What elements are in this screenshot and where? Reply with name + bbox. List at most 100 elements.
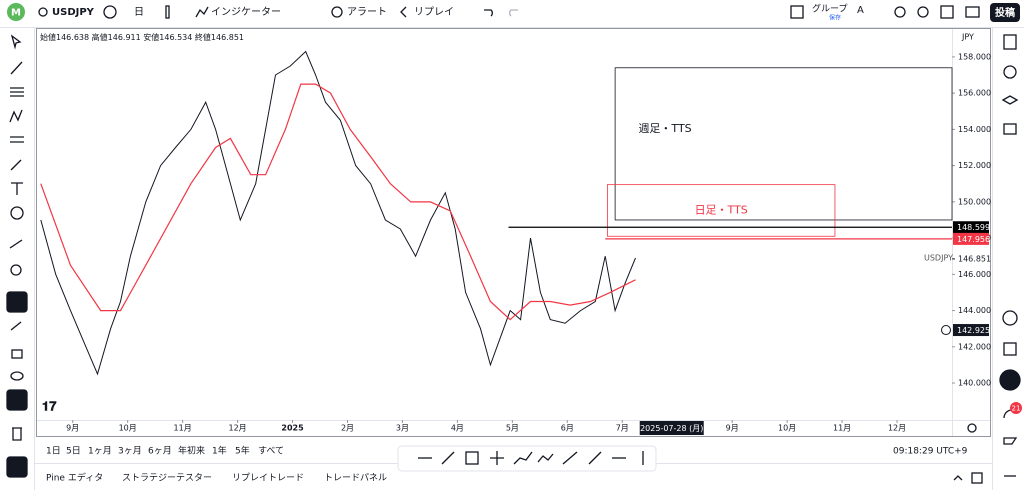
- level-label: 147.956: [957, 235, 990, 244]
- apps-icon[interactable]: [999, 369, 1021, 391]
- zone-label: 日足・TTS: [695, 203, 748, 216]
- last-price-value: 146.851: [958, 254, 991, 263]
- ohlc-legend: 始値146.638 高値146.911 安値146.534 終値146.851: [40, 32, 244, 42]
- redo-icon[interactable]: [509, 9, 518, 17]
- alerts-icon[interactable]: [1003, 65, 1017, 79]
- undo-icon[interactable]: [484, 9, 493, 17]
- x-tick-label: 10月: [119, 424, 137, 433]
- avatar[interactable]: [7, 3, 25, 21]
- range-buttons: 1日 5日 1ヶ月 3ヶ月 6ヶ月 年初来 1年 5年 すべて: [46, 445, 284, 457]
- crosshair-tag: [953, 324, 989, 337]
- range-button[interactable]: すべて: [258, 446, 284, 457]
- text-tool[interactable]: [11, 182, 23, 195]
- crosshair-plus[interactable]: [941, 325, 951, 336]
- range-button[interactable]: 3ヶ月: [118, 446, 142, 457]
- bottom-tab[interactable]: Pine エディタ: [46, 472, 103, 484]
- cross-tool[interactable]: [490, 451, 504, 465]
- emoji-tool[interactable]: [10, 206, 24, 220]
- cursor-tool[interactable]: [10, 34, 22, 50]
- polyline-tool[interactable]: [537, 453, 554, 463]
- calendar-icon[interactable]: [1003, 342, 1017, 356]
- range-button[interactable]: 1年: [212, 445, 227, 457]
- zone-box: [607, 184, 836, 237]
- range-button[interactable]: 6ヶ月: [148, 446, 172, 457]
- y-tick-label: 140.000: [958, 379, 991, 388]
- layout-icon[interactable]: [790, 5, 804, 19]
- watchlist-icon[interactable]: [1003, 34, 1017, 50]
- zoom-tool[interactable]: [10, 264, 22, 276]
- range-button[interactable]: 5年: [235, 445, 250, 457]
- bottom-tab[interactable]: リプレイトレード: [232, 473, 304, 484]
- favorites-tool[interactable]: [6, 456, 28, 478]
- pattern-tool[interactable]: [9, 109, 23, 123]
- zone-box: [614, 67, 953, 221]
- moving-average: [40, 83, 636, 321]
- alert[interactable]: アラート: [347, 6, 387, 18]
- open-value: 146.638: [56, 33, 89, 42]
- group[interactable]: グループ: [812, 3, 847, 15]
- bottom-tab[interactable]: ストラテジーテスター: [122, 473, 212, 484]
- x-tick-label: 7月: [616, 424, 629, 433]
- quick-search-icon[interactable]: [894, 6, 906, 18]
- close-label: 終値: [195, 32, 211, 42]
- publish-button[interactable]: [990, 3, 1020, 22]
- extended-tool[interactable]: [588, 451, 602, 465]
- rect-tool[interactable]: [465, 451, 479, 465]
- trash-tool[interactable]: [12, 427, 22, 441]
- replay[interactable]: リプレイ: [414, 6, 454, 18]
- fib-tool[interactable]: [10, 87, 24, 97]
- x-tick-label: 11月: [174, 424, 192, 433]
- x-tick-label: 11月: [833, 424, 851, 433]
- brush-tool[interactable]: [10, 159, 22, 171]
- range-button[interactable]: 1日: [46, 446, 61, 457]
- price-line: [40, 50, 636, 376]
- low-value: 146.534: [159, 33, 192, 42]
- symbol[interactable]: USDJPY: [52, 7, 95, 18]
- ruler-tool[interactable]: [9, 239, 23, 249]
- target-icon[interactable]: [1002, 310, 1018, 326]
- lock-drawing-tool[interactable]: [10, 321, 22, 331]
- level-label: 148.599: [957, 223, 990, 232]
- settings-icon[interactable]: [917, 6, 929, 18]
- clock: 09:18:29 UTC+9: [893, 447, 968, 457]
- y-tick-label: 142.000: [958, 342, 991, 351]
- x-tick-label: 10月: [778, 424, 796, 433]
- tv-logo: 𝟏𝟕: [42, 400, 57, 415]
- x-tick-label: 12月: [888, 424, 906, 433]
- ray-tool[interactable]: [441, 451, 455, 465]
- indicator-icon: [195, 6, 209, 18]
- range-button[interactable]: 年初来: [178, 445, 205, 457]
- x-tick-label: 9月: [726, 424, 739, 433]
- axis-settings-icon[interactable]: [967, 423, 977, 433]
- range-button[interactable]: 5日: [66, 446, 81, 457]
- link-tool[interactable]: [6, 389, 28, 411]
- indicators[interactable]: インジケーター: [211, 6, 281, 18]
- forecast-tool[interactable]: [10, 136, 24, 143]
- fullscreen-icon[interactable]: [940, 5, 954, 19]
- interval[interactable]: 日: [134, 7, 144, 18]
- line-tool[interactable]: [562, 451, 578, 465]
- search-icon[interactable]: [38, 7, 48, 17]
- font-letter[interactable]: A: [857, 5, 864, 16]
- maximize-icon[interactable]: [971, 472, 983, 484]
- snapshot-icon[interactable]: [965, 6, 980, 18]
- range-button[interactable]: 1ヶ月: [88, 446, 112, 457]
- x-tick-label: 4月: [451, 424, 464, 433]
- crosshair-label: 142.925: [957, 326, 990, 335]
- visibility-tool[interactable]: [10, 371, 24, 381]
- level-tag: [953, 221, 989, 234]
- cursor-date-box: [639, 421, 704, 435]
- candle-type-icon[interactable]: [165, 5, 170, 19]
- bottom-tab[interactable]: トレードパネル: [324, 473, 387, 484]
- collapse-icon[interactable]: [953, 475, 963, 481]
- x-tick-label: 5月: [506, 424, 519, 433]
- chat-icon[interactable]: [1003, 123, 1017, 135]
- layers-icon[interactable]: [1001, 95, 1019, 105]
- add-symbol-icon[interactable]: [103, 5, 117, 19]
- alert-icon: [331, 6, 343, 18]
- path-tool[interactable]: [513, 451, 533, 465]
- help-icon[interactable]: [1003, 437, 1018, 445]
- trendline-tool[interactable]: [10, 61, 23, 75]
- magnet-tool[interactable]: [6, 291, 28, 313]
- lock-tool[interactable]: [11, 349, 23, 359]
